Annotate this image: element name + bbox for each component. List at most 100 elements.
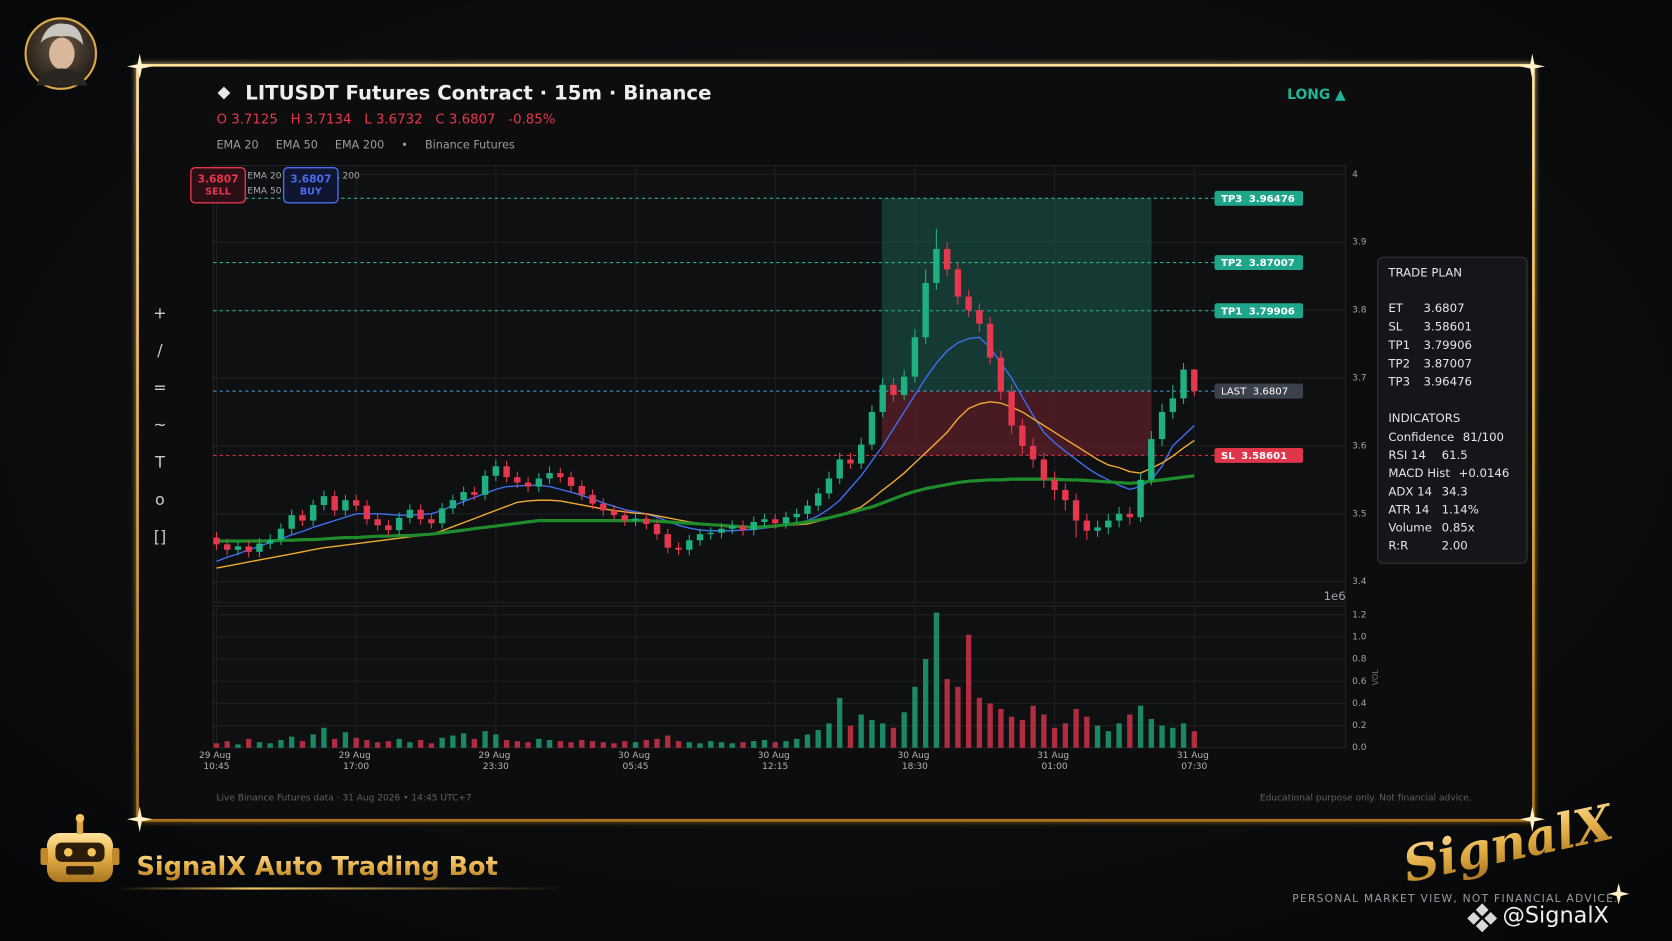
trade-button-label: SELL: [205, 187, 231, 198]
y-tick-label: 3.6: [1352, 441, 1367, 451]
candle-body: [578, 485, 586, 495]
candle-body: [277, 528, 285, 540]
level-tag-text: TP3 3.96476: [1221, 194, 1295, 205]
indicator-label: ADX 14: [1388, 484, 1432, 498]
volume-bar: [267, 743, 273, 748]
candle-body: [557, 473, 564, 478]
volume-bar: [353, 737, 359, 748]
volume-bar: [686, 742, 692, 748]
bot-underline: [117, 887, 566, 890]
toolbar-tool[interactable]: []: [154, 527, 166, 546]
volume-bar: [428, 743, 435, 748]
volume-bar: [396, 738, 402, 748]
volume-bar: [589, 741, 596, 748]
volume-bar: [536, 738, 542, 748]
level-tag: [1214, 190, 1304, 206]
volume-bar: [858, 714, 864, 748]
ema-line: [216, 474, 1195, 543]
toolbar-tool[interactable]: o: [155, 490, 165, 509]
volume-tick-label: 0.4: [1352, 699, 1367, 709]
trade-plan-label: TP1: [1387, 338, 1410, 352]
level-tag-text: LAST 3.6807: [1221, 387, 1288, 398]
candle-body: [213, 537, 220, 545]
level-tag-text: TP2 3.87007: [1221, 258, 1295, 269]
candle-body: [815, 493, 822, 506]
trade-button-price: 3.6807: [198, 172, 239, 185]
volume-bar: [503, 739, 510, 748]
trade-button[interactable]: 3.6807 SELL: [190, 166, 246, 204]
indicator-label: Confidence: [1388, 430, 1454, 444]
x-tick-label: 29 Aug 23:30: [478, 751, 513, 772]
volume-bar: [256, 742, 263, 748]
indicator-label: R:R: [1388, 539, 1408, 553]
volume-bar: [826, 723, 832, 748]
x-tick-label: 29 Aug 10:45: [199, 751, 234, 772]
indicator-value: 61.5: [1442, 448, 1468, 462]
trade-plan-value: 3.58601: [1424, 319, 1472, 333]
candle-body: [1083, 520, 1091, 531]
candle-body: [567, 477, 575, 486]
trade-button[interactable]: 3.6807 BUY: [282, 166, 339, 204]
profit-zone: [881, 198, 1152, 392]
volume-tick-label: 1.0: [1352, 632, 1367, 642]
candle-body: [1148, 439, 1155, 480]
volume-bar: [729, 743, 735, 748]
level-tag-text-part: TP3: [1221, 194, 1242, 205]
ohlc-row-part: 3.7125: [231, 113, 278, 128]
volume-bar: [751, 741, 757, 748]
candle-body: [331, 496, 338, 511]
toolbar-tool[interactable]: T: [154, 453, 165, 472]
trade-plan-label: SL: [1388, 319, 1402, 333]
volume-bar: [450, 735, 456, 748]
plot-legend-entry: EMA 20: [247, 172, 281, 182]
candle-body: [1105, 520, 1112, 528]
candle-body: [503, 466, 510, 478]
candle-body: [417, 509, 424, 520]
candle-body: [589, 494, 596, 504]
candle-body: [374, 519, 381, 526]
candle-body: [524, 482, 532, 487]
candle-body: [621, 515, 628, 521]
toolbar-tool[interactable]: =: [153, 378, 166, 397]
candle-body: [385, 525, 392, 531]
candle-body: [481, 475, 489, 495]
candle-body: [643, 518, 650, 524]
volume-bar: [794, 738, 800, 748]
volume-bar: [1127, 714, 1133, 748]
bot-icon: [40, 813, 120, 883]
volume-tick-label: 0.8: [1352, 655, 1367, 665]
toolbar-tool[interactable]: /: [157, 341, 163, 360]
volume-bar: [557, 741, 563, 748]
candle-body: [718, 528, 725, 533]
volume-bar: [654, 738, 660, 748]
candle-body: [653, 523, 661, 535]
volume-bar: [385, 741, 392, 748]
candle-body: [847, 459, 854, 464]
plot-legend-entry: EMA 200: [320, 172, 360, 182]
candle-body: [514, 477, 521, 483]
frame-sparkles: [126, 53, 1630, 905]
toolbar-tool[interactable]: ~: [153, 415, 166, 434]
trade-plan-label: TP3: [1387, 375, 1410, 389]
toolbar-tool[interactable]: +: [153, 303, 166, 322]
handle-icon: [1467, 903, 1498, 933]
x-tick-label: 31 Aug 07:30: [1177, 751, 1212, 772]
candle-body: [1094, 527, 1101, 531]
volume-bar: [837, 697, 843, 748]
volume-bar: [439, 737, 445, 748]
volume-tick-label: 0.6: [1352, 677, 1367, 687]
candle-body: [266, 539, 274, 544]
ohlc-row-part: 3.6807: [449, 113, 496, 128]
level-tag: [1214, 383, 1304, 399]
volume-bar: [417, 739, 424, 748]
candle-body: [836, 459, 843, 479]
volume-bar: [546, 739, 553, 748]
volume-bar: [922, 659, 929, 748]
candle-body: [675, 547, 682, 550]
volume-bar: [213, 743, 220, 748]
candle-body: [320, 496, 328, 505]
axis-offset: 1e6: [1324, 589, 1346, 603]
volume-bar: [1019, 720, 1026, 748]
volume-bar: [493, 734, 499, 748]
